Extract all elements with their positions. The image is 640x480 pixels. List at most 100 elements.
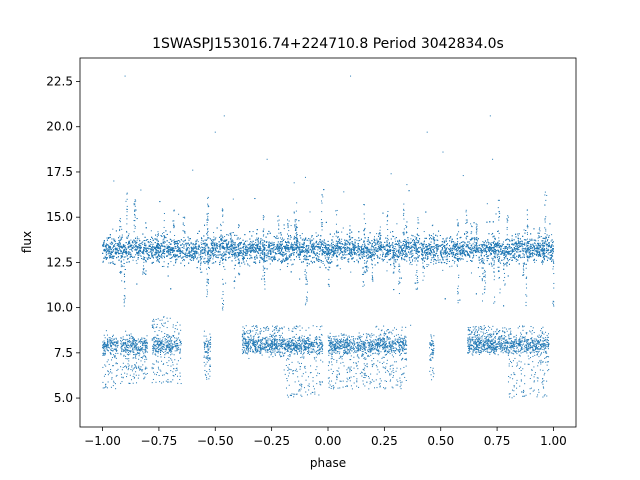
data-point xyxy=(532,254,534,256)
data-point xyxy=(472,252,474,254)
data-point xyxy=(377,250,379,252)
data-point xyxy=(329,249,331,251)
data-point xyxy=(486,257,488,259)
data-point xyxy=(148,244,150,246)
data-point xyxy=(326,256,328,258)
data-point xyxy=(307,238,309,240)
data-point xyxy=(174,253,176,255)
data-point xyxy=(465,238,467,240)
data-point xyxy=(370,247,372,249)
data-point xyxy=(173,264,175,266)
data-point xyxy=(487,248,489,250)
data-point xyxy=(464,242,466,244)
data-point xyxy=(531,244,533,246)
data-point xyxy=(167,253,169,255)
data-point xyxy=(536,245,538,247)
data-point xyxy=(148,242,150,244)
data-point xyxy=(183,245,185,247)
data-point xyxy=(501,250,503,252)
data-point xyxy=(203,258,205,260)
data-point xyxy=(147,239,149,241)
data-point xyxy=(273,249,275,251)
data-point xyxy=(302,245,304,247)
data-point xyxy=(512,251,514,253)
data-point xyxy=(113,250,115,252)
data-point xyxy=(428,264,430,266)
data-point xyxy=(249,242,251,244)
data-point xyxy=(245,246,247,248)
data-point xyxy=(420,247,422,249)
data-point xyxy=(151,241,153,243)
data-point xyxy=(515,243,517,245)
data-point xyxy=(447,243,449,245)
data-point xyxy=(527,242,529,244)
data-point xyxy=(537,245,539,247)
data-point xyxy=(254,261,256,263)
data-point xyxy=(374,243,376,245)
data-point xyxy=(474,250,476,252)
data-point xyxy=(378,243,380,245)
data-point xyxy=(221,245,223,247)
data-point xyxy=(168,246,170,248)
data-point xyxy=(508,247,510,249)
data-point xyxy=(525,249,527,251)
data-point xyxy=(507,259,509,261)
data-point xyxy=(399,244,401,246)
data-point xyxy=(303,252,305,254)
data-point xyxy=(426,263,428,265)
data-point xyxy=(358,255,360,257)
data-point xyxy=(187,255,189,257)
data-point xyxy=(133,240,135,242)
data-point xyxy=(337,248,339,250)
data-point xyxy=(377,240,379,242)
data-point xyxy=(151,254,153,256)
data-point xyxy=(542,263,544,265)
data-point xyxy=(102,242,104,244)
data-point xyxy=(462,253,464,255)
data-point xyxy=(152,245,154,247)
data-point xyxy=(427,245,429,247)
data-point xyxy=(155,249,157,251)
data-point xyxy=(227,249,229,251)
data-point xyxy=(328,261,330,263)
data-point xyxy=(411,264,413,266)
data-point xyxy=(458,251,460,253)
data-point xyxy=(143,243,145,245)
data-point xyxy=(295,246,297,248)
data-point xyxy=(221,255,223,257)
data-point xyxy=(287,249,289,251)
data-point xyxy=(134,256,136,258)
data-point xyxy=(213,253,215,255)
data-point xyxy=(500,262,502,264)
data-point xyxy=(333,254,335,255)
data-point xyxy=(451,265,453,267)
data-point xyxy=(388,254,390,256)
data-point xyxy=(422,247,424,249)
data-point xyxy=(225,250,227,252)
data-point xyxy=(535,259,537,261)
data-point xyxy=(466,254,468,256)
data-point xyxy=(390,248,392,250)
data-point xyxy=(207,256,209,258)
data-point xyxy=(186,249,188,251)
data-point xyxy=(517,246,519,248)
data-point xyxy=(146,239,148,241)
data-point xyxy=(383,258,385,260)
data-point xyxy=(496,246,498,248)
data-point xyxy=(299,246,301,248)
data-point xyxy=(184,255,186,257)
data-point xyxy=(233,244,235,246)
data-point xyxy=(436,247,438,249)
data-point xyxy=(224,236,226,238)
data-point xyxy=(429,248,431,250)
data-point xyxy=(483,248,485,250)
data-point xyxy=(202,256,204,258)
data-point xyxy=(344,254,346,256)
data-point xyxy=(185,242,187,244)
data-point xyxy=(236,234,238,236)
data-point xyxy=(151,254,153,256)
data-point xyxy=(454,256,456,258)
data-point xyxy=(141,243,143,245)
data-point xyxy=(285,249,287,251)
data-point xyxy=(439,251,441,253)
